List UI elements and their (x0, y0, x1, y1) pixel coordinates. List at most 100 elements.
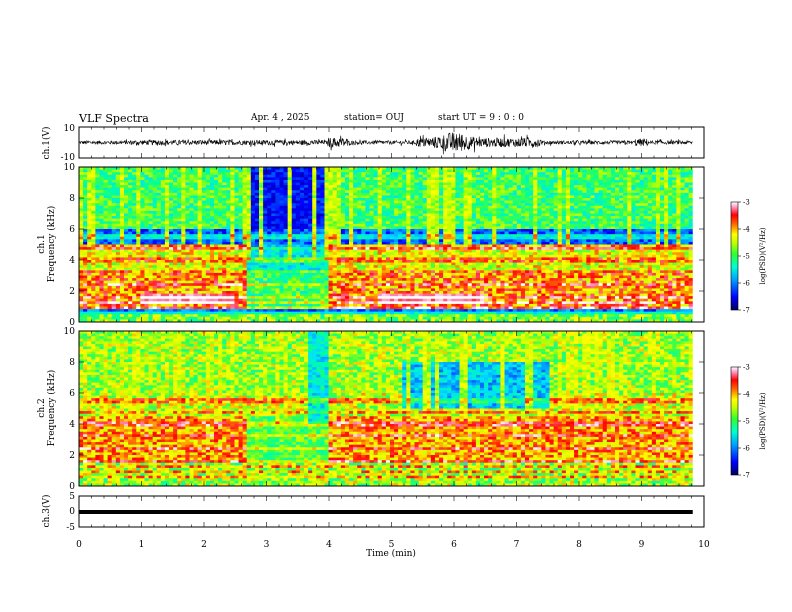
spectrogram-cell (108, 250, 112, 253)
spectrogram-cell (304, 291, 308, 294)
spectrogram-cell (189, 185, 193, 188)
spectrogram-cell (198, 265, 202, 268)
spectrogram-cell (271, 304, 275, 307)
spectrogram-cell (99, 263, 103, 266)
spectrogram-cell (87, 211, 91, 214)
spectrogram-cell (345, 312, 349, 315)
spectrogram-cell (144, 283, 148, 286)
spectrogram-cell (345, 245, 349, 248)
spectrogram-cell (292, 190, 296, 193)
spectrogram-cell (300, 185, 304, 188)
spectrogram-cell (365, 296, 369, 299)
spectrogram-cell (226, 317, 230, 320)
spectrogram-cell (161, 172, 165, 175)
spectrogram-cell (108, 268, 112, 271)
spectrogram-cell (214, 273, 218, 276)
spectrogram-cell (267, 180, 271, 183)
spectrogram-cell (214, 247, 218, 250)
spectrogram-cell (316, 216, 320, 219)
spectrogram-cell (398, 314, 402, 317)
spectrogram-cell (251, 206, 255, 209)
spectrogram-cell (345, 224, 349, 227)
spectrogram-cell (251, 175, 255, 178)
spectrogram-cell (149, 183, 153, 186)
spectrogram-cell (284, 172, 288, 175)
spectrogram-cell (267, 265, 271, 268)
spectrogram-cell (165, 185, 169, 188)
spectrogram-cell (234, 286, 238, 289)
spectrogram-cell (353, 208, 357, 211)
spectrogram-cell (390, 195, 394, 198)
spectrogram-cell (83, 201, 87, 204)
spectrogram-cell (320, 198, 324, 201)
spectrogram-cell (316, 177, 320, 180)
spectrogram-cell (259, 229, 263, 232)
spectrogram-cell (341, 268, 345, 271)
spectrogram-cell (165, 211, 169, 214)
spectrogram-cell (165, 175, 169, 178)
spectrogram-cell (329, 190, 333, 193)
spectrogram-cell (370, 268, 374, 271)
spectrogram-cell (357, 299, 361, 302)
spectrogram-cell (112, 211, 116, 214)
spectrogram-cell (173, 312, 177, 315)
spectrogram-cell (365, 314, 369, 317)
spectrogram-cell (222, 294, 226, 297)
spectrogram-cell (251, 211, 255, 214)
spectrogram-cell (161, 224, 165, 227)
spectrogram-cell (296, 242, 300, 245)
spectrogram-cell (181, 270, 185, 273)
spectrogram-cell (104, 263, 108, 266)
spectrogram-cell (169, 172, 173, 175)
spectrogram-cell (365, 247, 369, 250)
spectrogram-cell (390, 219, 394, 222)
spectrogram-cell (169, 307, 173, 310)
spectrogram-cell (382, 268, 386, 271)
spectrogram-cell (173, 250, 177, 253)
spectrogram-cell (177, 242, 181, 245)
spectrogram-cell (312, 265, 316, 268)
spectrogram-cell (194, 237, 198, 240)
spectrogram-cell (402, 221, 406, 224)
spectrogram-cell (312, 281, 316, 284)
spectrogram-cell (91, 183, 95, 186)
spectrogram-cell (406, 273, 410, 276)
spectrogram-cell (136, 170, 140, 173)
spectrogram-cell (214, 257, 218, 260)
spectrogram-cell (95, 203, 99, 206)
spectrogram-cell (378, 245, 382, 248)
spectrogram-cell (153, 206, 157, 209)
spectrogram-cell (161, 288, 165, 291)
spectrogram-cell (325, 195, 329, 198)
spectrogram-cell (361, 278, 365, 281)
spectrogram-cell (157, 291, 161, 294)
spectrogram-cell (189, 175, 193, 178)
spectrogram-cell (112, 286, 116, 289)
spectrogram-cell (365, 288, 369, 291)
spectrogram-cell (296, 185, 300, 188)
spectrogram-cell (370, 296, 374, 299)
spectrogram-cell (382, 296, 386, 299)
spectrogram-cell (390, 263, 394, 266)
spectrogram-cell (222, 247, 226, 250)
spectrogram-cell (202, 307, 206, 310)
spectrogram-cell (316, 260, 320, 263)
spectrogram-cell (185, 260, 189, 263)
spectrogram-cell (144, 278, 148, 281)
spectrogram-cell (353, 317, 357, 320)
spectrogram-cell (144, 288, 148, 291)
spectrogram-cell (108, 312, 112, 315)
spectrogram-cell (79, 281, 83, 284)
spectrogram-cell (165, 239, 169, 242)
spectrogram-cell (132, 219, 136, 222)
spectrogram-cell (353, 288, 357, 291)
spectrogram-cell (222, 234, 226, 237)
spectrogram-cell (243, 291, 247, 294)
spectrogram-cell (390, 198, 394, 201)
spectrogram-cell (259, 291, 263, 294)
spectrogram-cell (312, 193, 316, 196)
spectrogram-cell (300, 294, 304, 297)
spectrogram-cell (132, 276, 136, 279)
spectrogram-cell (104, 312, 108, 315)
spectrogram-cell (239, 260, 243, 263)
